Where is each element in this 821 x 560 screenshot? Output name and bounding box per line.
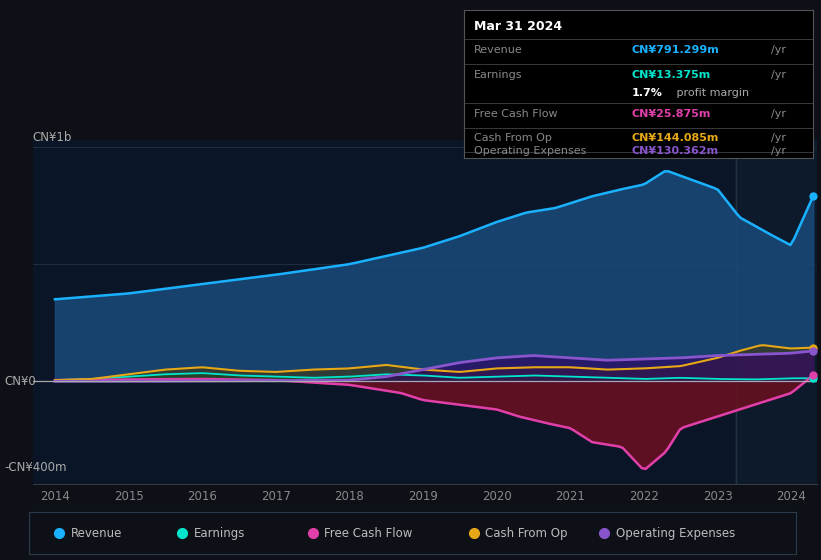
Text: CN¥791.299m: CN¥791.299m — [631, 45, 719, 55]
Text: CN¥144.085m: CN¥144.085m — [631, 133, 718, 143]
Text: Revenue: Revenue — [71, 527, 122, 540]
Text: /yr: /yr — [771, 109, 786, 119]
Text: Operating Expenses: Operating Expenses — [475, 146, 587, 156]
Text: Cash From Op: Cash From Op — [475, 133, 553, 143]
Text: Operating Expenses: Operating Expenses — [616, 527, 736, 540]
Bar — [736, 140, 817, 484]
Text: 1.7%: 1.7% — [631, 88, 663, 98]
Text: Cash From Op: Cash From Op — [485, 527, 568, 540]
Text: Mar 31 2024: Mar 31 2024 — [475, 20, 562, 33]
Text: CN¥1b: CN¥1b — [33, 130, 72, 144]
Text: CN¥13.375m: CN¥13.375m — [631, 71, 711, 81]
Text: CN¥0: CN¥0 — [4, 375, 36, 388]
Text: Revenue: Revenue — [475, 45, 523, 55]
Text: -CN¥400m: -CN¥400m — [4, 461, 67, 474]
Text: /yr: /yr — [771, 71, 786, 81]
Text: /yr: /yr — [771, 45, 786, 55]
Text: Earnings: Earnings — [194, 527, 245, 540]
Text: Free Cash Flow: Free Cash Flow — [324, 527, 413, 540]
Text: Free Cash Flow: Free Cash Flow — [475, 109, 558, 119]
Text: profit margin: profit margin — [673, 88, 750, 98]
Text: CN¥130.362m: CN¥130.362m — [631, 146, 718, 156]
Text: /yr: /yr — [771, 133, 786, 143]
Text: /yr: /yr — [771, 146, 786, 156]
Text: CN¥25.875m: CN¥25.875m — [631, 109, 711, 119]
Text: Earnings: Earnings — [475, 71, 523, 81]
